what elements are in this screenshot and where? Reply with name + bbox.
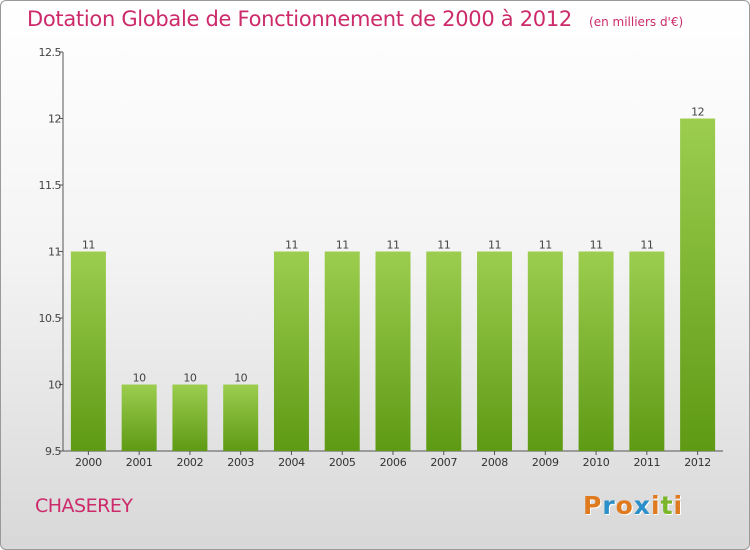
logo-letter: t xyxy=(660,491,674,520)
logo-letter: i xyxy=(651,491,661,520)
x-tick-label: 2004 xyxy=(278,456,305,469)
axes: 9.5 10 10.5 11 11.5 12 12.5 2000 2001 2002 2003 200… xyxy=(39,46,723,469)
x-tick-label: 2009 xyxy=(532,456,559,469)
x-tick-label: 2008 xyxy=(481,456,508,469)
bars: 11 10 10 10 11 11 11 11 11 11 11 11 12 xyxy=(70,106,716,451)
y-tick-label: 10.5 xyxy=(39,312,62,325)
x-tick-label: 2002 xyxy=(177,456,204,469)
logo-letter: o xyxy=(615,491,634,520)
logo-letter: r xyxy=(602,491,616,520)
logo-letter: P xyxy=(583,491,603,520)
bar xyxy=(680,118,716,451)
chart-unit-note: (en milliers d'€) xyxy=(589,15,684,29)
bar xyxy=(375,251,411,451)
y-tick-label: 10 xyxy=(48,379,61,392)
y-tick-label: 12.5 xyxy=(39,46,62,59)
x-tick-label: 2000 xyxy=(75,456,102,469)
bar xyxy=(121,384,157,451)
bar xyxy=(223,384,259,451)
chart-title: Dotation Globale de Fonctionnement de 20… xyxy=(27,7,572,31)
x-tick-label: 2003 xyxy=(227,456,254,469)
x-tick-label: 2006 xyxy=(380,456,407,469)
bar xyxy=(172,384,208,451)
bar xyxy=(426,251,462,451)
y-tick-label: 11 xyxy=(48,246,61,259)
x-tick-label: 2012 xyxy=(684,456,711,469)
y-tick-label: 11.5 xyxy=(39,179,62,192)
title-row: Dotation Globale de Fonctionnement de 20… xyxy=(27,7,683,31)
bar xyxy=(477,251,513,451)
bar xyxy=(70,251,106,451)
bar-data-label: 12 xyxy=(691,106,704,119)
bar-data-label: 11 xyxy=(387,239,400,252)
logo-letter: x xyxy=(633,491,651,520)
bar xyxy=(324,251,360,451)
x-tick-label: 2001 xyxy=(126,456,153,469)
bar xyxy=(578,251,614,451)
bar-data-label: 11 xyxy=(437,239,450,252)
y-tick-label: 12 xyxy=(48,113,61,126)
bar-data-label: 11 xyxy=(590,239,603,252)
bar xyxy=(527,251,563,451)
bar-data-label: 11 xyxy=(285,239,298,252)
bar-data-label: 11 xyxy=(336,239,349,252)
commune-name: CHASEREY xyxy=(35,495,133,517)
bar-data-label: 11 xyxy=(488,239,501,252)
bar-data-label: 10 xyxy=(133,372,146,385)
logo-letter: i xyxy=(673,491,684,520)
x-tick-label: 2010 xyxy=(583,456,610,469)
proxiti-logo: Proxiti xyxy=(583,491,683,520)
bar-data-label: 10 xyxy=(183,372,196,385)
x-tick-label: 2011 xyxy=(633,456,660,469)
bar-data-label: 11 xyxy=(640,239,653,252)
x-tick-label: 2005 xyxy=(329,456,356,469)
bar-data-label: 10 xyxy=(234,372,247,385)
x-tick-label: 2007 xyxy=(430,456,457,469)
bar xyxy=(273,251,309,451)
bar xyxy=(629,251,665,451)
bar-data-label: 11 xyxy=(539,239,552,252)
y-tick-label: 9.5 xyxy=(45,445,61,458)
bar-data-label: 11 xyxy=(82,239,95,252)
